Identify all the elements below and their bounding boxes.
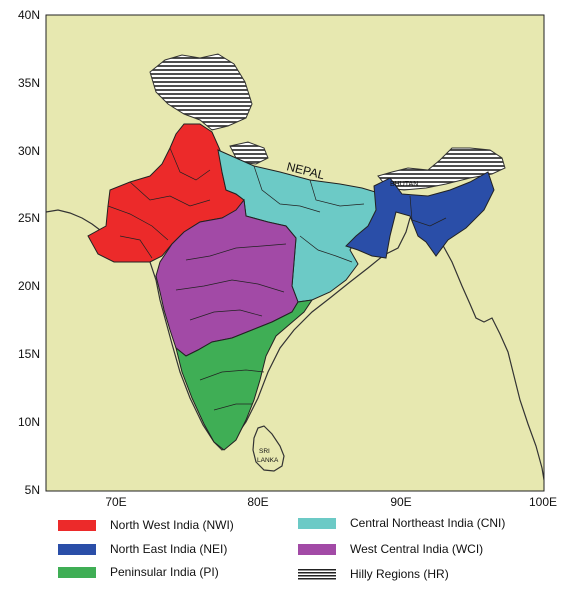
legend-item-nei: North East India (NEI) [58, 540, 227, 558]
y-tick-label: 5N [25, 483, 40, 497]
hilly-regions-area [377, 147, 506, 191]
hilly-regions-area [149, 53, 253, 131]
y-tick-label: 15N [18, 347, 40, 361]
legend-label: Peninsular India (PI) [110, 565, 219, 579]
y-tick-label: 20N [18, 279, 40, 293]
legend-item-wci: West Central India (WCI) [298, 540, 483, 558]
sri-lanka-label: SRI [259, 448, 270, 455]
legend-item-pi: Peninsular India (PI) [58, 563, 219, 581]
sri-lanka-label: LANKA [257, 457, 279, 464]
x-tick-label: 70E [105, 495, 126, 509]
legend-label: Hilly Regions (HR) [350, 567, 449, 581]
legend-item-cni: Central Northeast India (CNI) [298, 514, 505, 532]
y-tick-label: 35N [18, 76, 40, 90]
legend-swatch [298, 517, 336, 529]
x-tick-label: 100E [529, 495, 557, 509]
x-tick-label: 80E [247, 495, 268, 509]
x-axis: 70E 80E 90E 100E [105, 495, 557, 509]
legend-swatch [58, 519, 96, 531]
legend-swatch [58, 543, 96, 555]
legend-label: Central Northeast India (CNI) [350, 516, 506, 530]
y-tick-label: 40N [18, 8, 40, 22]
legend-swatch [298, 543, 336, 555]
x-tick-label: 90E [390, 495, 411, 509]
map-frame [45, 14, 545, 492]
legend-label: North East India (NEI) [110, 542, 228, 556]
y-tick-label: 10N [18, 415, 40, 429]
sri-lanka-island [252, 425, 285, 472]
legend-label: North West India (NWI) [110, 518, 234, 532]
subdivision-boundaries [107, 147, 447, 411]
hatched-lines-icon [298, 568, 336, 580]
y-axis: 40N 35N 30N 25N 20N 15N 10N 5N [18, 8, 40, 497]
legend-label: West Central India (WCI) [350, 542, 484, 556]
legend-item-nwi: North West India (NWI) [58, 516, 234, 534]
bhutan-label: BHUTAN [390, 181, 418, 188]
y-tick-label: 25N [18, 211, 40, 225]
legend-item-hr: Hilly Regions (HR) [298, 565, 449, 583]
y-tick-label: 30N [18, 144, 40, 158]
peninsular-india-region [175, 299, 314, 451]
legend-swatch [58, 566, 96, 578]
north-east-india-region [345, 171, 495, 259]
